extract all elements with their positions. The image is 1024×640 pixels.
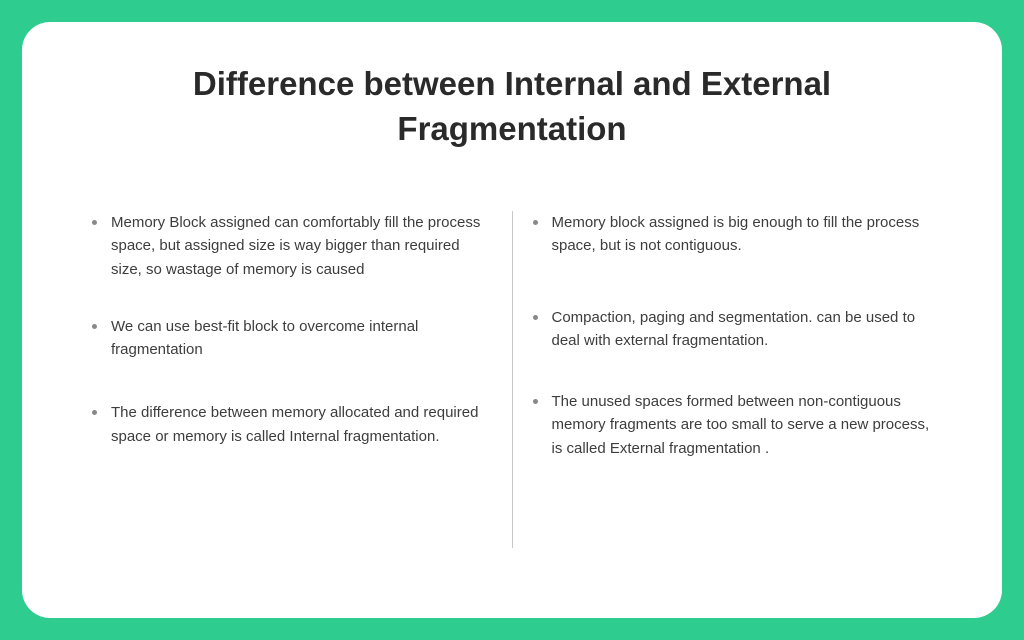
list-item: Memory block assigned is big enough to f… [533,211,933,258]
bullet-icon [92,324,97,329]
list-item: We can use best-fit block to overcome in… [92,315,492,362]
content-card: Difference between Internal and External… [22,22,1002,618]
bullet-text: The difference between memory allocated … [111,401,492,448]
bullet-icon [92,220,97,225]
columns-container: Memory Block assigned can comfortably fi… [72,211,952,578]
page-title: Difference between Internal and External… [72,62,952,151]
bullet-text: Compaction, paging and segmentation. can… [552,306,933,353]
bullet-text: We can use best-fit block to overcome in… [111,315,492,362]
list-item: The difference between memory allocated … [92,401,492,448]
right-column: Memory block assigned is big enough to f… [513,211,953,578]
list-item: Compaction, paging and segmentation. can… [533,306,933,353]
bullet-icon [533,315,538,320]
list-item: Memory Block assigned can comfortably fi… [92,211,492,281]
left-column: Memory Block assigned can comfortably fi… [72,211,512,578]
bullet-icon [533,399,538,404]
bullet-text: Memory Block assigned can comfortably fi… [111,211,492,281]
bullet-icon [533,220,538,225]
bullet-text: Memory block assigned is big enough to f… [552,211,933,258]
list-item: The unused spaces formed between non-con… [533,390,933,460]
bullet-icon [92,410,97,415]
bullet-text: The unused spaces formed between non-con… [552,390,933,460]
